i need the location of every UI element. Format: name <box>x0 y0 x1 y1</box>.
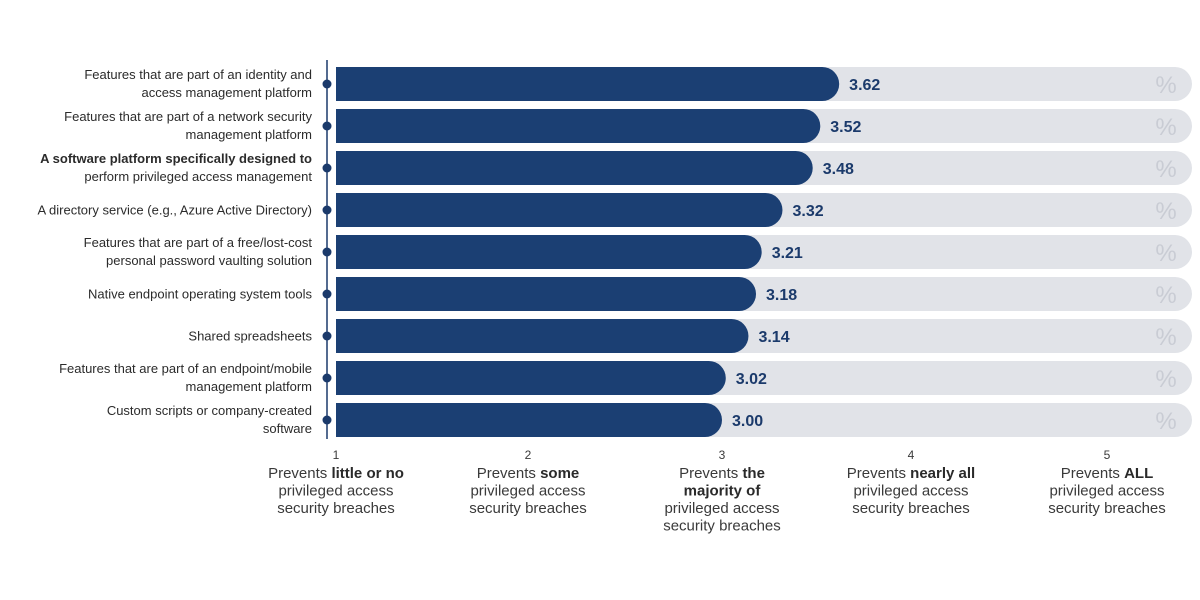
percent-labels: %%%%%%%%% <box>1155 72 1176 435</box>
percent-label: % <box>1155 282 1176 309</box>
axis-dot <box>322 205 332 215</box>
category-label: A directory service (e.g., Azure Active … <box>37 203 312 218</box>
category-label: Features that are part of an identity an… <box>84 67 312 82</box>
value-label: 3.48 <box>823 161 854 178</box>
percent-label: % <box>1155 240 1176 267</box>
value-label: 3.14 <box>758 329 789 346</box>
bar <box>336 109 821 143</box>
percent-label: % <box>1155 114 1176 141</box>
category-label: management platform <box>186 379 312 394</box>
value-label: 3.62 <box>849 77 880 94</box>
x-tick-label: Prevents ALL <box>1061 465 1154 482</box>
bar <box>336 277 757 311</box>
bar <box>336 319 749 353</box>
x-tick-number: 4 <box>908 448 915 462</box>
category-label: access management platform <box>141 85 312 100</box>
axis-dots <box>322 79 332 425</box>
percent-label: % <box>1155 324 1176 351</box>
x-tick-number: 1 <box>333 448 340 462</box>
category-label: A software platform specifically designe… <box>40 151 312 166</box>
percent-label: % <box>1155 72 1176 99</box>
x-tick-label: security breaches <box>469 500 587 517</box>
x-tick-number: 5 <box>1104 448 1111 462</box>
value-label: 3.21 <box>772 245 803 262</box>
x-tick-label: privileged access <box>278 483 393 500</box>
axis-dot <box>322 121 332 131</box>
x-tick-label: majority of <box>684 483 762 500</box>
value-label: 3.52 <box>830 119 861 136</box>
x-tick-label: security breaches <box>277 500 395 517</box>
category-label: Shared spreadsheets <box>188 329 312 344</box>
x-tick-label: Prevents the <box>679 465 765 482</box>
x-tick-label: Prevents little or no <box>268 465 404 482</box>
bars <box>336 67 840 437</box>
category-label: Custom scripts or company-created <box>107 403 312 418</box>
axis-dot <box>322 415 332 425</box>
x-tick-label: security breaches <box>663 518 781 535</box>
axis-dot <box>322 373 332 383</box>
x-tick-label: security breaches <box>1048 500 1166 517</box>
x-tick-label: security breaches <box>852 500 970 517</box>
x-tick-label: Prevents some <box>477 465 580 482</box>
category-label: personal password vaulting solution <box>106 253 312 268</box>
axis-dot <box>322 79 332 89</box>
x-tick-label: privileged access <box>664 500 779 517</box>
x-tick-label: privileged access <box>853 483 968 500</box>
category-label: Features that are part of an endpoint/mo… <box>59 361 312 376</box>
percent-label: % <box>1155 366 1176 393</box>
axis-dot <box>322 331 332 341</box>
bar <box>336 193 783 227</box>
category-labels: Features that are part of an identity an… <box>37 67 312 436</box>
percent-label: % <box>1155 198 1176 225</box>
bar <box>336 67 840 101</box>
percent-label: % <box>1155 408 1176 435</box>
percent-label: % <box>1155 156 1176 183</box>
category-label: Features that are part of a free/lost-co… <box>84 235 313 250</box>
value-label: 3.00 <box>732 413 763 430</box>
axis-dot <box>322 289 332 299</box>
category-label: Features that are part of a network secu… <box>64 109 312 124</box>
axis-dot <box>322 247 332 257</box>
x-tick-number: 3 <box>719 448 726 462</box>
x-tick-number: 2 <box>525 448 532 462</box>
value-label: 3.18 <box>766 287 797 304</box>
x-tick-label: privileged access <box>470 483 585 500</box>
category-label: management platform <box>186 127 312 142</box>
value-label: 3.02 <box>736 371 767 388</box>
category-label: perform privileged access management <box>84 169 312 184</box>
axis-dot <box>322 163 332 173</box>
bar <box>336 361 726 395</box>
value-labels: 3.62 3.52 3.48 3.32 3.21 3.18 3.14 3.02 3.00 <box>732 77 880 430</box>
bar <box>336 235 762 269</box>
value-label: 3.32 <box>792 203 823 220</box>
bar <box>336 151 813 185</box>
x-tick-label: Prevents nearly all <box>847 465 975 482</box>
category-label: software <box>263 421 312 436</box>
category-label: Native endpoint operating system tools <box>88 287 313 302</box>
bar <box>336 403 722 437</box>
x-tick-label: privileged access <box>1049 483 1164 500</box>
